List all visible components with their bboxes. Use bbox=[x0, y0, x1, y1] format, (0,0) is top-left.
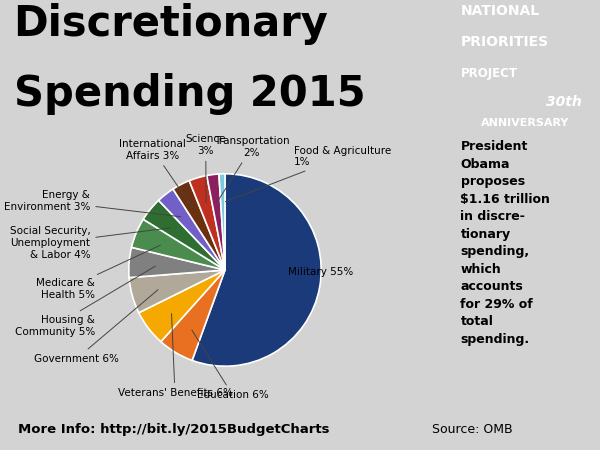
Text: Military 55%: Military 55% bbox=[287, 267, 353, 281]
Text: Food & Agriculture
1%: Food & Agriculture 1% bbox=[226, 146, 392, 202]
Wedge shape bbox=[129, 270, 225, 313]
Text: President
Obama
proposes
$1.16 trillion
in discre-
tionary
spending,
which
accou: President Obama proposes $1.16 trillion … bbox=[461, 140, 550, 346]
Wedge shape bbox=[129, 248, 225, 278]
Text: 30th: 30th bbox=[546, 94, 582, 108]
Wedge shape bbox=[131, 219, 225, 270]
Text: Source: OMB: Source: OMB bbox=[432, 423, 512, 436]
Wedge shape bbox=[161, 270, 225, 360]
Text: Science
3%: Science 3% bbox=[185, 134, 226, 202]
Text: Medicare &
Health 5%: Medicare & Health 5% bbox=[36, 245, 160, 300]
Text: Transportation
2%: Transportation 2% bbox=[214, 136, 290, 201]
Text: NATIONAL: NATIONAL bbox=[461, 4, 539, 18]
Text: Government 6%: Government 6% bbox=[34, 290, 158, 364]
Text: PROJECT: PROJECT bbox=[461, 68, 517, 81]
Wedge shape bbox=[173, 181, 225, 270]
Wedge shape bbox=[192, 174, 321, 366]
Wedge shape bbox=[139, 270, 225, 342]
Text: ANNIVERSARY: ANNIVERSARY bbox=[481, 118, 569, 128]
Text: Social Security,
Unemployment
& Labor 4%: Social Security, Unemployment & Labor 4% bbox=[10, 226, 170, 260]
Text: Veterans' Benefits 6%: Veterans' Benefits 6% bbox=[118, 314, 232, 398]
Text: International
Affairs 3%: International Affairs 3% bbox=[119, 139, 193, 208]
Text: More Info: http://bit.ly/2015BudgetCharts: More Info: http://bit.ly/2015BudgetChart… bbox=[18, 423, 329, 436]
Text: Discretionary: Discretionary bbox=[14, 3, 328, 45]
Text: Education 6%: Education 6% bbox=[192, 330, 269, 400]
Wedge shape bbox=[143, 200, 225, 270]
Wedge shape bbox=[189, 176, 225, 270]
Wedge shape bbox=[158, 189, 225, 270]
Text: Energy &
Environment 3%: Energy & Environment 3% bbox=[4, 190, 181, 217]
Text: Housing &
Community 5%: Housing & Community 5% bbox=[15, 266, 155, 337]
Text: Spending 2015: Spending 2015 bbox=[14, 73, 365, 115]
Text: PRIORITIES: PRIORITIES bbox=[461, 35, 548, 49]
Wedge shape bbox=[207, 174, 225, 270]
Wedge shape bbox=[219, 174, 225, 270]
